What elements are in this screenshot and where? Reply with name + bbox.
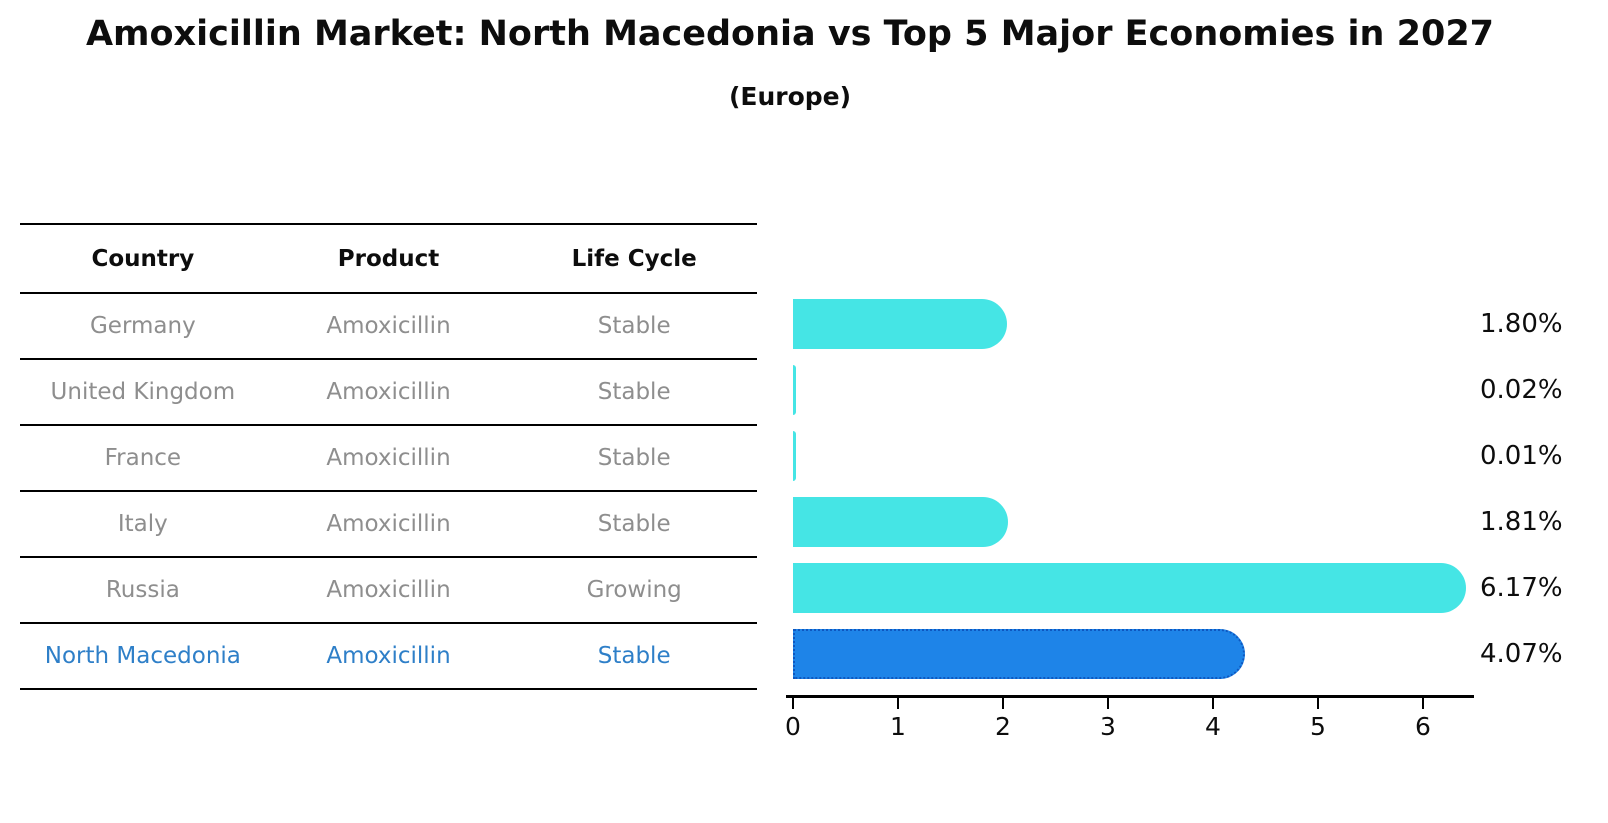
bar-value-label: 0.02% xyxy=(1480,375,1563,405)
bar xyxy=(793,431,796,481)
table-cell-life-cycle: Stable xyxy=(597,445,671,471)
table-cell-life-cycle: Stable xyxy=(597,643,671,669)
table-cell-product: Amoxicillin xyxy=(326,379,451,405)
table-row: Italy Amoxicillin Stable xyxy=(20,492,757,558)
table-cell-product: Amoxicillin xyxy=(326,643,451,669)
x-tick-label: 1 xyxy=(890,712,906,741)
table-cell-product: Amoxicillin xyxy=(326,313,451,339)
table-cell-country: France xyxy=(104,445,182,471)
table-cell-life-cycle: Stable xyxy=(597,379,671,405)
column-header: Life Cycle xyxy=(571,245,697,272)
x-tick-mark xyxy=(792,698,794,709)
table-cell-life-cycle: Stable xyxy=(597,511,671,537)
x-tick-mark xyxy=(1317,698,1319,709)
x-axis-line xyxy=(786,695,1474,698)
x-tick-label: 3 xyxy=(1100,712,1116,741)
x-tick-label: 4 xyxy=(1205,712,1221,741)
x-tick-mark xyxy=(1002,698,1004,709)
column-header: Country xyxy=(91,245,195,272)
table-row: Germany Amoxicillin Stable xyxy=(20,294,757,360)
x-tick-mark xyxy=(897,698,899,709)
table-cell-product: Amoxicillin xyxy=(326,511,451,537)
table-cell-product: Amoxicillin xyxy=(326,577,451,603)
x-tick-label: 2 xyxy=(995,712,1011,741)
bar-value-label: 0.01% xyxy=(1480,441,1563,471)
bar-value-label: 1.81% xyxy=(1480,507,1563,537)
bar xyxy=(793,497,1009,547)
table-cell-product: Amoxicillin xyxy=(326,445,451,471)
table-cell-life-cycle: Growing xyxy=(586,577,682,603)
table-cell-country: North Macedonia xyxy=(44,643,241,669)
bar-highlighted xyxy=(793,629,1246,679)
table-row: Russia Amoxicillin Growing xyxy=(20,558,757,624)
bar xyxy=(793,563,1466,613)
chart-title: Amoxicillin Market: North Macedonia vs T… xyxy=(85,14,1495,54)
bar-value-label: 1.80% xyxy=(1480,309,1563,339)
x-tick-label: 5 xyxy=(1310,712,1326,741)
table-row: United Kingdom Amoxicillin Stable xyxy=(20,360,757,426)
table-cell-country: Germany xyxy=(89,313,196,339)
table-cell-country: Russia xyxy=(105,577,180,603)
x-tick-label: 0 xyxy=(785,712,801,741)
bar-value-label: 4.07% xyxy=(1480,639,1563,669)
bar xyxy=(793,299,1007,349)
x-tick-mark xyxy=(1422,698,1424,709)
x-tick-label: 6 xyxy=(1415,712,1431,741)
bar xyxy=(793,365,796,415)
table-cell-life-cycle: Stable xyxy=(597,313,671,339)
chart-subtitle: (Europe) xyxy=(728,82,852,111)
country-table: Country Product Life Cycle Germany Amoxicill… xyxy=(20,223,757,690)
x-tick-mark xyxy=(1107,698,1109,709)
table-row: North Macedonia Amoxicillin Stable xyxy=(20,624,757,690)
x-tick-mark xyxy=(1212,698,1214,709)
column-header: Product xyxy=(337,245,440,272)
table-row: France Amoxicillin Stable xyxy=(20,426,757,492)
table-header-row: Country Product Life Cycle xyxy=(20,225,757,294)
bar-value-label: 6.17% xyxy=(1480,573,1563,603)
table-cell-country: United Kingdom xyxy=(50,379,236,405)
table-cell-country: Italy xyxy=(117,511,168,537)
